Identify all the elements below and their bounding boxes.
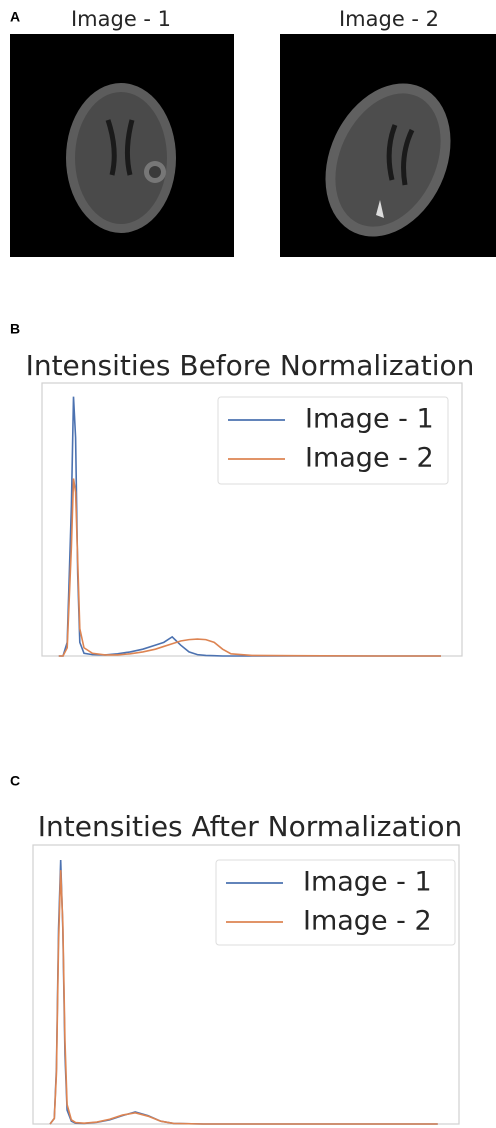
- mri-image: [10, 34, 234, 257]
- chart-title: Intensities Before Normalization: [26, 349, 475, 382]
- image-title: Image - 1: [71, 7, 171, 31]
- legend-label: Image - 1: [303, 867, 432, 898]
- density-line: [49, 870, 438, 1125]
- mri-image: [280, 34, 496, 257]
- legend-label: Image - 1: [305, 404, 434, 435]
- legend-label: Image - 2: [303, 906, 432, 937]
- legend-label: Image - 2: [305, 443, 434, 474]
- density-line: [58, 478, 441, 657]
- panel-label: C: [10, 773, 20, 789]
- panel-label: A: [10, 9, 20, 25]
- chart-title: Intensities After Normalization: [38, 810, 463, 843]
- legend-box: [217, 396, 449, 485]
- density-line: [58, 396, 441, 657]
- image-title: Image - 2: [339, 7, 439, 31]
- legend-box: [215, 859, 456, 946]
- panel-label: B: [10, 321, 20, 337]
